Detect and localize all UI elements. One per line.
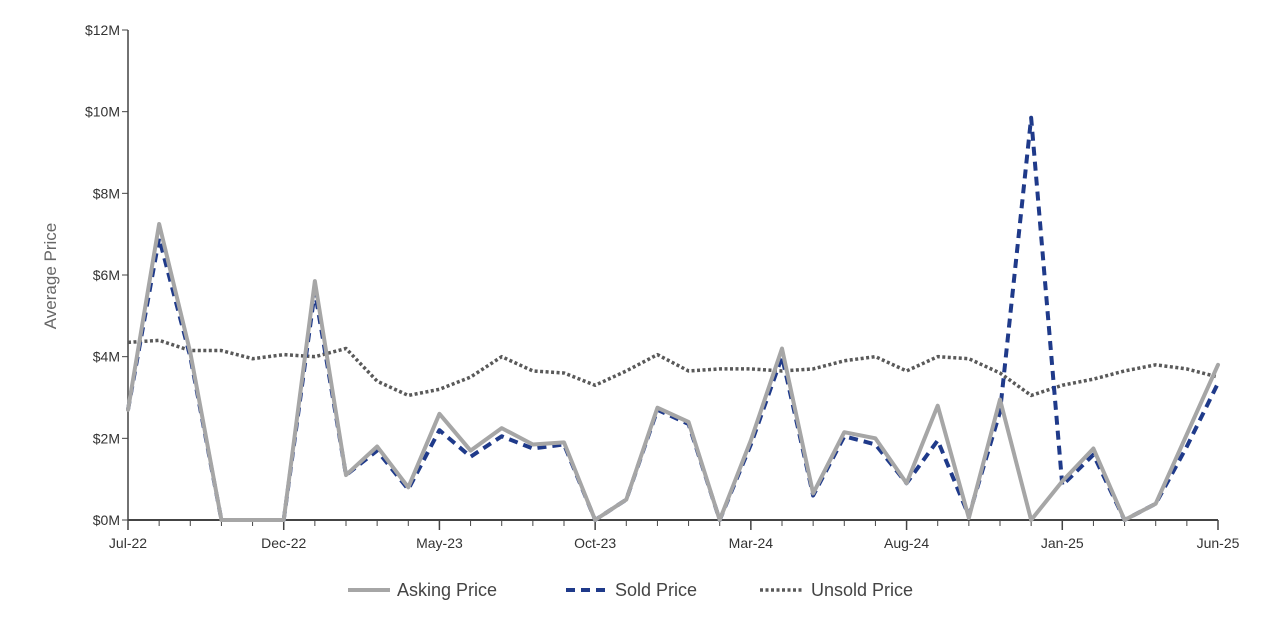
legend-label: Unsold Price <box>811 580 913 600</box>
x-axis-ticks: Jul-22 Dec-22 May-23 Oct-23 Mar-24 Aug-24 Jan-… <box>109 520 1240 551</box>
y-axis-title: Average Price <box>41 223 60 329</box>
series-layer <box>126 115 1220 522</box>
y-tick-label: $8M <box>93 185 120 201</box>
y-tick-label: $4M <box>93 349 120 365</box>
legend: Asking Price Sold Price Unsold Price <box>348 580 913 600</box>
y-tick-label: $12M <box>85 22 120 38</box>
y-tick-label: $0M <box>93 512 120 528</box>
x-tick-label: Mar-24 <box>729 535 774 551</box>
series-line-asking-price <box>126 221 1220 522</box>
y-tick-label: $2M <box>93 430 120 446</box>
x-tick-label: Dec-22 <box>261 535 306 551</box>
x-tick-label: Jun-25 <box>1197 535 1240 551</box>
x-tick-label: Oct-23 <box>574 535 616 551</box>
y-tick-label: $10M <box>85 104 120 120</box>
x-tick-label: Jan-25 <box>1041 535 1084 551</box>
legend-label: Asking Price <box>397 580 497 600</box>
y-tick-label: $6M <box>93 267 120 283</box>
x-tick-label: Jul-22 <box>109 535 147 551</box>
legend-label: Sold Price <box>615 580 697 600</box>
y-axis-ticks: $0M $2M $4M $6M $8M $10M $12M <box>85 22 128 528</box>
series-line-unsold-price <box>127 338 1219 398</box>
x-tick-label: May-23 <box>416 535 463 551</box>
x-tick-label: Aug-24 <box>884 535 929 551</box>
